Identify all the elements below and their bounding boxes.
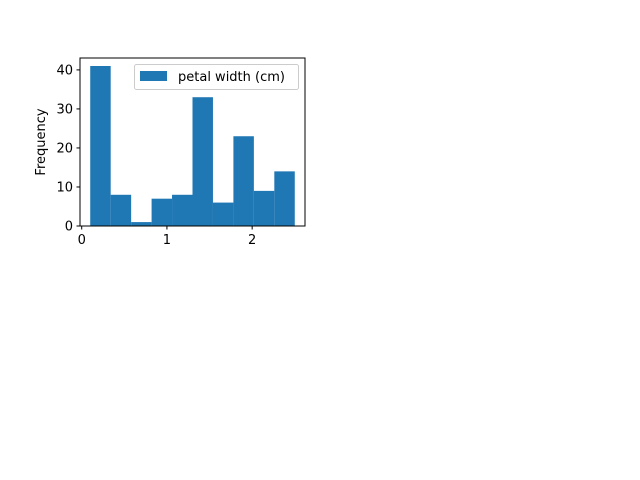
x-tick-label: 2 (248, 233, 256, 248)
y-tick-label: 20 (56, 141, 73, 156)
y-axis-label: Frequency (34, 108, 49, 175)
histogram-bar-2 (110, 194, 132, 226)
histogram-bar-7 (212, 202, 234, 226)
x-tick-label: 1 (163, 233, 171, 248)
histogram-bar-8 (233, 136, 254, 226)
histogram-bar-1 (90, 66, 111, 226)
y-tick-label: 0 (65, 220, 73, 235)
histogram-bar-4 (151, 198, 173, 226)
y-tick-label: 10 (56, 180, 73, 195)
legend-swatch (140, 71, 167, 81)
legend-box (134, 64, 299, 90)
histogram-bar-6 (192, 97, 213, 226)
legend-label: petal width (cm) (178, 70, 285, 85)
histogram-bar-5 (172, 194, 193, 226)
x-axis: 0 1 2 (78, 226, 256, 248)
histogram-bar-3 (131, 222, 152, 226)
bars-group (90, 66, 295, 226)
x-tick-label: 0 (78, 233, 86, 248)
y-axis: 0 10 20 30 40 (56, 63, 80, 235)
y-tick-label: 30 (56, 102, 73, 117)
histogram-bar-10 (274, 171, 295, 226)
plot-frame (79, 57, 306, 227)
y-tick-label: 40 (56, 63, 73, 78)
legend: petal width (cm) (134, 64, 299, 90)
histogram-bar-9 (253, 190, 275, 226)
